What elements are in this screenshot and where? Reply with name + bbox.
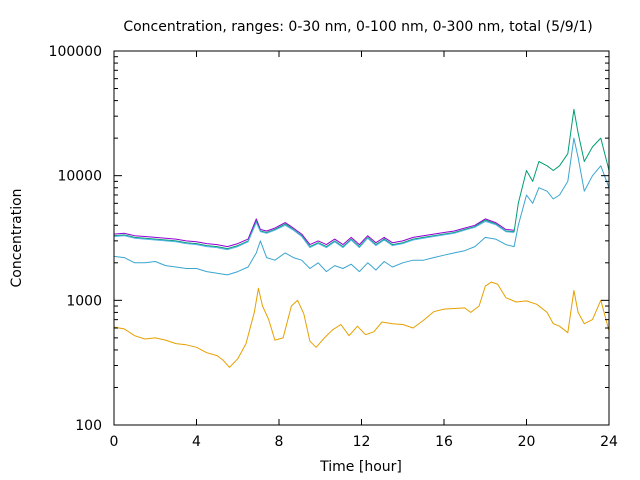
y-tick-label: 100 (75, 418, 102, 434)
y-tick-label: 100000 (49, 44, 102, 60)
x-tick-label: 24 (600, 434, 618, 450)
x-tick-label: 8 (275, 434, 284, 450)
series-line-3 (113, 218, 515, 248)
series-line-5 (113, 220, 515, 251)
y-tick-label: 10000 (57, 169, 102, 185)
chart-title: Concentration, ranges: 0-30 nm, 0-100 nm… (123, 19, 592, 35)
x-tick-label: 0 (110, 434, 119, 450)
x-tick-label: 16 (435, 434, 453, 450)
x-tick-label: 20 (518, 434, 536, 450)
x-tick-label: 4 (192, 434, 201, 450)
ticks-layer: 0 4 8 12 16 20 24 100 1000 10000 100000 (49, 44, 618, 450)
series-line-1 (113, 281, 610, 368)
x-tick-label: 12 (353, 434, 371, 450)
x-axis-label: Time [hour] (319, 459, 402, 475)
series-line-2 (113, 137, 610, 276)
series-layer (113, 108, 610, 368)
series-line-4 (113, 108, 610, 250)
y-axis-label: Concentration (9, 188, 25, 287)
plot-frame (113, 50, 610, 426)
y-tick-label: 1000 (66, 293, 102, 309)
